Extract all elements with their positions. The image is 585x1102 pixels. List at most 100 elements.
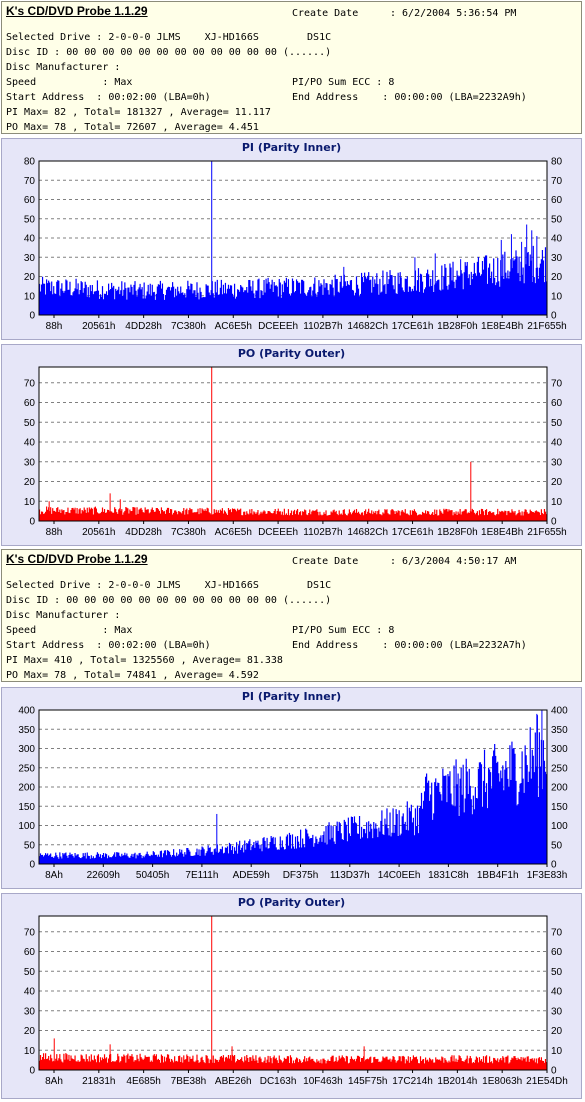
x-tick-label: 1102B7h	[303, 527, 342, 538]
y-tick-label-right: 150	[551, 802, 568, 813]
y-tick-label-right: 50	[551, 214, 563, 225]
plot-frame	[38, 366, 548, 522]
y-tick-label: 30	[24, 457, 36, 468]
y-tick-label: 70	[24, 176, 36, 187]
y-tick-label: 40	[24, 234, 36, 245]
y-tick-label-right: 0	[551, 1066, 557, 1077]
y-tick-label-right: 80	[551, 157, 563, 168]
chart-title: PO (Parity Outer)	[237, 896, 346, 909]
y-tick-label-right: 30	[551, 1006, 563, 1017]
y-tick-label-right: 40	[551, 234, 563, 245]
y-tick-label: 20	[24, 477, 36, 488]
y-tick-label-right: 10	[551, 291, 563, 302]
x-tick-label: 8Ah	[45, 1076, 63, 1087]
create-date: : 6/3/2004 4:50:17 AM	[390, 556, 517, 567]
series-bar-fill	[38, 1053, 548, 1070]
y-tick-label-right: 40	[551, 438, 563, 449]
x-tick-label: 1F3E83h	[527, 870, 568, 881]
y-tick-label-right: 50	[551, 967, 563, 978]
x-tick-label: 1102B7h	[303, 321, 342, 332]
x-tick-label: 1E8E4Bh	[481, 527, 523, 538]
y-tick-label-right: 0	[551, 860, 557, 871]
y-tick-label: 60	[24, 195, 36, 206]
chart-po-2: 0 0 10 10 20 20 30 30 40 40 50 50 60 60 70 70 8Ah 21831h 4…	[24, 915, 568, 1087]
y-tick-label-right: 0	[551, 517, 557, 528]
chart-panel-pi-2: PI (Parity Inner) 0 0 50 50 100 100 150 150 200 2…	[1, 687, 582, 889]
info-line-l: Selected Drive : 2-0-0-0 JLMS XJ-HD166S …	[6, 580, 332, 591]
y-tick-label: 50	[24, 418, 36, 429]
info-line-l: Start Address : 00:02:00 (LBA=0h)	[6, 92, 211, 103]
create-date-label: Create Date	[292, 8, 359, 19]
x-tick-label: 21F655h	[527, 527, 566, 538]
plot-area	[39, 367, 547, 521]
create-date-label: Create Date	[292, 556, 359, 567]
info-line-l: Disc Manufacturer :	[6, 610, 121, 621]
y-tick-label: 150	[18, 802, 35, 813]
y-tick-label: 0	[29, 517, 35, 528]
y-tick-label: 10	[24, 1046, 36, 1057]
series-bars	[38, 367, 548, 521]
x-tick-label: 1831C8h	[428, 870, 469, 881]
y-tick-label-right: 300	[551, 744, 568, 755]
y-tick-label-right: 30	[551, 253, 563, 264]
x-tick-label: AC6E5h	[215, 527, 252, 538]
info-line-r: PI/PO Sum ECC : 8	[292, 625, 395, 636]
y-tick-label: 60	[24, 947, 36, 958]
y-tick-label-right: 10	[551, 1046, 563, 1057]
y-tick-label: 30	[24, 253, 36, 264]
y-tick-label: 40	[24, 987, 36, 998]
plot-area	[39, 916, 547, 1070]
x-tick-label: 7E111h	[185, 870, 218, 881]
y-tick-label-right: 50	[551, 418, 563, 429]
info-line-l: Speed : Max	[6, 77, 133, 88]
chart-title: PI (Parity Inner)	[241, 141, 342, 154]
app-title: K's CD/DVD Probe 1.1.29	[6, 4, 148, 18]
chart-panel-pi-1: PI (Parity Inner) 0 0 10 10 20 20 30 30 40 40 50 50…	[1, 138, 582, 340]
y-tick-label: 200	[18, 783, 35, 794]
x-tick-label: 17C214h	[392, 1076, 433, 1087]
info-panel-2: K's CD/DVD Probe 1.1.29 Create Date : 6/…	[1, 549, 582, 682]
x-tick-label: 4DD28h	[125, 321, 162, 332]
y-tick-label-right: 100	[551, 821, 568, 832]
series-bars	[38, 710, 548, 864]
y-tick-label: 400	[18, 706, 35, 717]
x-tick-label: 4E685h	[126, 1076, 160, 1087]
y-tick-label-right: 10	[551, 497, 563, 508]
y-tick-label: 0	[29, 1066, 35, 1077]
x-tick-label: 1B2014h	[437, 1076, 477, 1087]
create-date: : 6/2/2004 5:36:54 PM	[390, 8, 517, 19]
x-tick-label: 14C0EEh	[378, 870, 421, 881]
info-line-l: Disc ID : 00 00 00 00 00 00 00 00 00 00 …	[6, 595, 332, 606]
info-line-r: End Address : 00:00:00 (LBA=2232A9h)	[292, 92, 527, 103]
x-tick-label: 10F463h	[303, 1076, 342, 1087]
chart-pi-2: 0 0 50 50 100 100 150 150 200 200 250 250 300 300 350 3…	[18, 706, 568, 882]
y-tick-label: 70	[24, 378, 36, 389]
x-tick-label: ADE59h	[233, 870, 270, 881]
chart-panel-po-2: PO (Parity Outer) 0 0 10 10 20 20 30 30 40 40 50 50…	[1, 893, 582, 1099]
x-tick-label: 4DD28h	[125, 527, 162, 538]
y-tick-label-right: 40	[551, 987, 563, 998]
info-line-l: PI Max= 82 , Total= 181327 , Average= 11…	[6, 107, 271, 118]
y-tick-label-right: 20	[551, 477, 563, 488]
y-tick-label: 80	[24, 157, 36, 168]
y-tick-label: 30	[24, 1006, 36, 1017]
y-tick-label-right: 0	[551, 311, 557, 322]
x-tick-label: 22609h	[87, 870, 120, 881]
y-tick-label: 350	[18, 725, 35, 736]
plot-frame	[38, 160, 548, 316]
y-tick-label: 50	[24, 967, 36, 978]
chart-pi-1: 0 0 10 10 20 20 30 30 40 40 50 50 60 60 70 70 80 80 88h 205…	[24, 157, 567, 333]
info-panel-1: K's CD/DVD Probe 1.1.29 Create Date : 6/…	[1, 1, 582, 134]
info-line-l: Disc Manufacturer :	[6, 62, 121, 73]
x-tick-label: 145F75h	[348, 1076, 387, 1087]
y-tick-label: 40	[24, 438, 36, 449]
y-tick-label-right: 60	[551, 398, 563, 409]
chart-title: PO (Parity Outer)	[237, 347, 346, 360]
info-line-l: Speed : Max	[6, 625, 133, 636]
x-tick-label: DCEEEh	[258, 321, 298, 332]
series-bar-fill	[38, 715, 548, 864]
y-tick-label: 300	[18, 744, 35, 755]
y-tick-label-right: 20	[551, 272, 563, 283]
x-tick-label: 1BB4F1h	[477, 870, 519, 881]
x-tick-label: 113D37h	[330, 870, 370, 881]
